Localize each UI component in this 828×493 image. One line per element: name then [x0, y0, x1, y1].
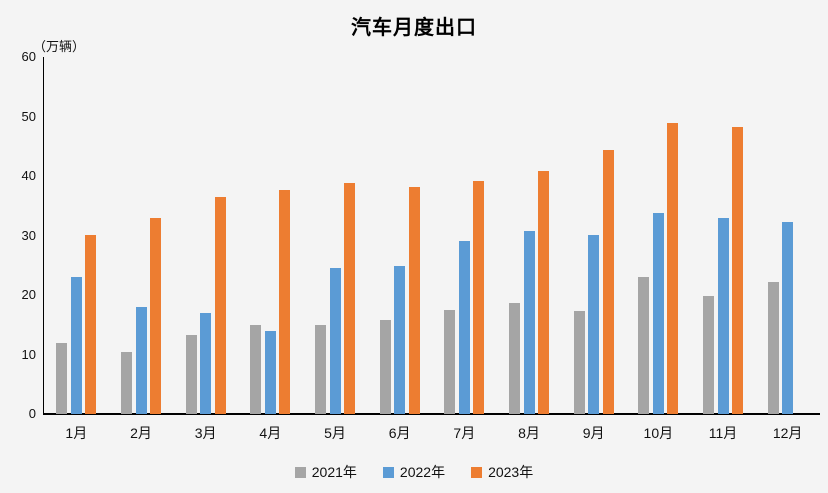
x-axis-line — [43, 413, 820, 415]
legend-item-2022年: 2022年 — [382, 462, 446, 482]
bar-2021年-12月 — [767, 281, 779, 414]
y-axis-line — [43, 57, 44, 414]
y-axis-unit-label: （万辆） — [33, 39, 86, 54]
bar-2022年-2月 — [135, 306, 147, 414]
bar-2021年-11月 — [703, 295, 714, 414]
y-tick-label: 60 — [21, 49, 36, 64]
x-tick-label: 12月 — [772, 425, 803, 441]
bar-2021年-2月 — [121, 351, 132, 414]
bar-2022年-11月 — [717, 218, 729, 414]
legend: 2021年 2022年 2023年 — [0, 462, 828, 482]
legend-item-2021年: 2021年 — [294, 462, 357, 482]
bar-2022年-4月 — [264, 330, 276, 414]
bar-2022年-8月 — [523, 230, 535, 414]
x-tick-label: 7月 — [453, 425, 476, 441]
y-tick-label: 40 — [21, 168, 36, 183]
bar-2021年-8月 — [509, 302, 520, 414]
bar-2023年-6月 — [408, 186, 420, 414]
bar-2023年-8月 — [538, 171, 549, 414]
y-tick-label: 20 — [21, 287, 36, 302]
bar-2022年-12月 — [782, 221, 794, 414]
bar-2023年-4月 — [279, 190, 291, 414]
legend-swatch-icon — [471, 466, 483, 478]
x-tick-label: 8月 — [518, 425, 540, 441]
bar-2021年-9月 — [573, 311, 585, 414]
bar-2022年-6月 — [394, 265, 406, 414]
legend-label: 2023年 — [488, 464, 534, 480]
bar-2023年-2月 — [150, 217, 161, 414]
x-tick-label: 5月 — [324, 425, 346, 441]
bar-2022年-10月 — [652, 213, 664, 414]
bar-2023年-11月 — [732, 127, 743, 414]
bar-2021年-7月 — [444, 310, 456, 414]
x-tick-label: 9月 — [582, 425, 605, 441]
bar-2023年-5月 — [344, 182, 355, 414]
x-tick-label: 3月 — [194, 425, 217, 441]
y-tick-label: 0 — [28, 406, 36, 421]
x-tick-label: 4月 — [259, 425, 282, 441]
y-tick-label: 30 — [21, 227, 36, 243]
legend-swatch-icon — [294, 466, 306, 478]
x-tick-label: 11月 — [708, 425, 738, 441]
x-tick-label: 1月 — [65, 425, 88, 441]
bar-2022年-1月 — [70, 276, 82, 414]
bar-2022年-7月 — [458, 241, 470, 414]
y-tick-label: 10 — [21, 346, 36, 362]
bar-2022年-9月 — [588, 234, 600, 414]
bar-2022年-5月 — [329, 268, 341, 414]
x-tick-label: 6月 — [388, 425, 411, 441]
bar-2023年-3月 — [214, 196, 226, 414]
bar-2023年-9月 — [602, 149, 614, 414]
bar-2021年-5月 — [315, 324, 326, 414]
bar-2021年-3月 — [185, 335, 197, 414]
x-tick-label: 10月 — [643, 425, 674, 441]
legend-swatch-icon — [382, 466, 394, 478]
legend-label: 2022年 — [399, 464, 446, 480]
legend-item-2023年: 2023年 — [471, 462, 533, 482]
bar-2022年-3月 — [200, 312, 212, 414]
y-tick-label: 50 — [21, 108, 36, 124]
bar-2023年-7月 — [473, 180, 485, 414]
bar-2021年-4月 — [250, 324, 262, 414]
bar-2023年-1月 — [85, 234, 97, 414]
bar-2021年-6月 — [379, 319, 391, 414]
legend-label: 2021年 — [311, 464, 357, 480]
bar-2021年-10月 — [638, 277, 650, 414]
chart-title: 汽车月度出口 — [351, 15, 477, 39]
bar-2021年-1月 — [56, 343, 68, 414]
bar-2023年-10月 — [667, 123, 679, 414]
x-tick-label: 2月 — [130, 425, 152, 441]
